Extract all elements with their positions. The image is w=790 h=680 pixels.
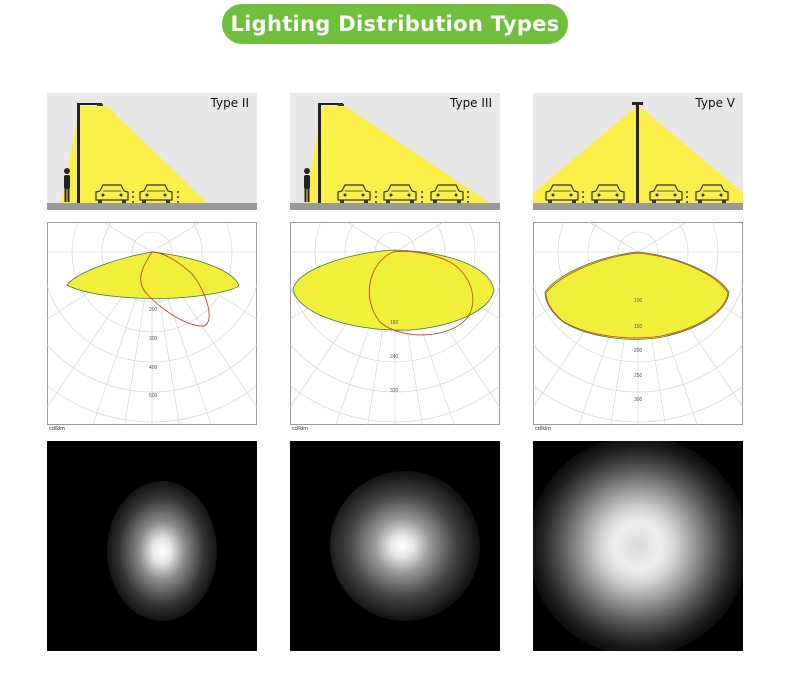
tick-label: 100 [634,298,643,304]
light-beam [61,106,207,203]
car-icon [337,184,371,203]
car-icon [430,184,464,203]
scene-type-v: Type V [533,93,743,210]
tick-label: 240 [390,354,399,360]
tick-label: 300 [634,397,643,403]
type-label: Type V [695,96,735,110]
panel-type-ii: Type II 200 300 400 500 cd/klm [47,0,257,680]
unit-label: cd/klm [49,426,65,432]
car-icon [695,184,729,203]
distribution-curve-red [140,251,210,327]
distribution-curve-red [545,252,729,339]
pole-icon [318,103,344,203]
distribution-curve-fill [544,251,730,340]
light-pattern-type-ii [47,441,257,651]
scene-type-ii: Type II [47,93,257,210]
scene-type-iii: Type III [290,93,500,210]
panel-type-v: Type V 100 150 200 250 300 [533,0,743,680]
car-icon [95,184,129,203]
light-pattern-type-v [533,441,743,651]
type-label: Type III [450,96,492,110]
page-title: Lighting Distribution Types [222,4,568,44]
polar-diagram-type-ii: 200 300 400 500 [47,222,257,425]
tick-label: 300 [149,336,158,342]
distribution-curve-fill [66,251,240,299]
polar-diagram-type-v: 100 150 200 250 300 [533,222,743,425]
tick-label: 400 [149,365,158,371]
car-icon [383,184,417,203]
tick-label: 320 [390,388,399,394]
pedestrian-icon [304,168,310,202]
pole-icon [632,102,643,203]
distribution-curve-fill [292,249,495,331]
car-icon [139,184,173,203]
distribution-curve-red [368,250,474,336]
polar-diagram-type-iii: 160 240 320 [290,222,500,425]
tick-label: 500 [149,393,158,399]
pole-icon [77,103,103,203]
car-icon [649,184,683,203]
unit-label: cd/klm [535,426,551,432]
panel-type-iii: Type III 160 240 320 cd/klm [290,0,500,680]
tick-label: 150 [634,324,643,330]
pedestrian-icon [64,168,70,202]
unit-label: cd/klm [292,426,308,432]
light-beam [304,106,490,203]
car-icon [545,184,579,203]
light-pattern-type-iii [290,441,500,651]
tick-label: 160 [390,320,399,326]
tick-label: 200 [149,307,158,313]
tick-label: 200 [634,348,643,354]
type-label: Type II [210,96,249,110]
tick-label: 250 [634,373,643,379]
car-icon [591,184,625,203]
